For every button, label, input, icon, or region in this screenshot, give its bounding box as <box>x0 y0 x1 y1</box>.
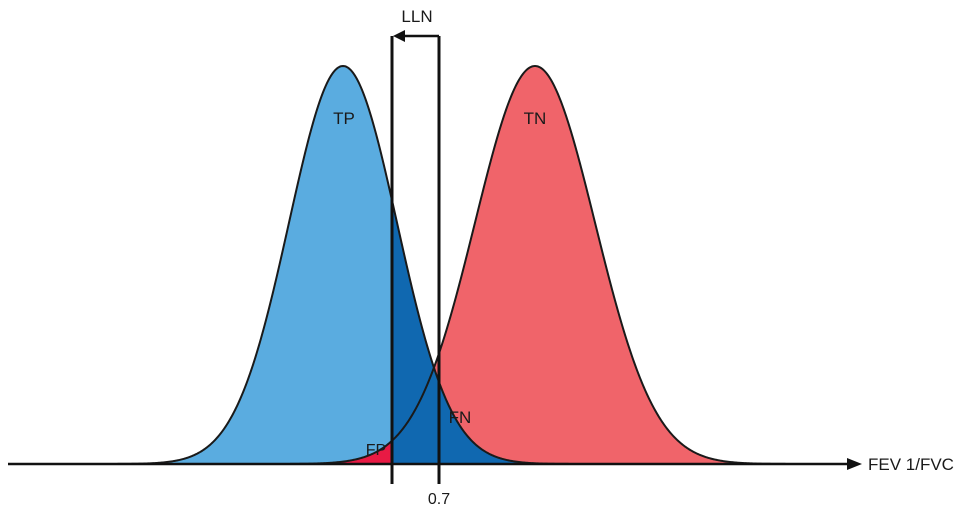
tn-label: TN <box>524 109 547 128</box>
fn-label: FN <box>449 408 472 427</box>
lln-shift-arrowhead <box>393 30 405 42</box>
fp-label: FP <box>366 442 386 459</box>
true-positive-region <box>48 66 392 464</box>
x-axis-label: FEV 1/FVC <box>868 455 954 474</box>
true-negative-region <box>68 66 828 464</box>
normal-distribution-curve <box>290 64 828 465</box>
false-negative-region <box>392 200 640 464</box>
cutoff-label: 0.7 <box>428 491 450 508</box>
false-positive-region <box>300 440 392 464</box>
tp-label: TP <box>333 109 355 128</box>
x-axis-arrowhead <box>847 458 862 470</box>
lln-label: LLN <box>401 7 432 26</box>
